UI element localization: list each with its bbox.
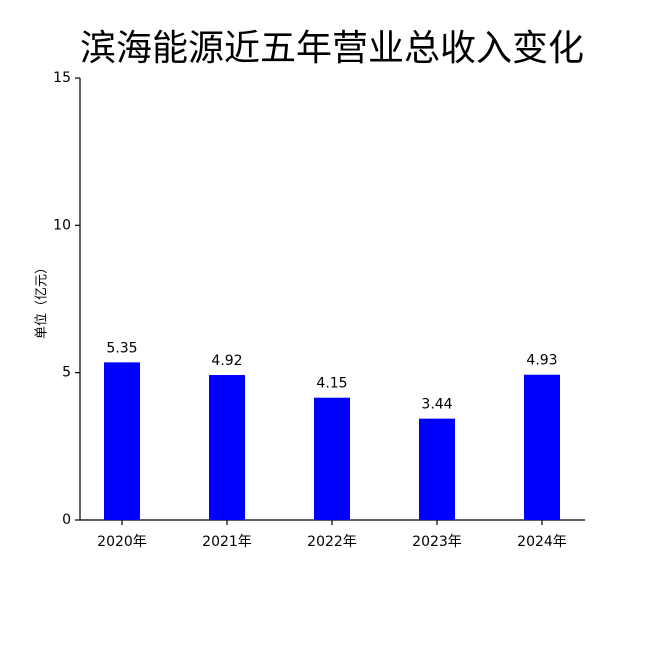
x-tick-label: 2022年 [307,534,357,550]
y-tick-label: 5 [62,365,71,381]
x-tick-label: 2023年 [412,534,462,550]
data-label: 5.35 [106,340,137,356]
x-tick-label: 2020年 [97,534,147,550]
y-tick-label: 0 [62,512,71,528]
bar [419,418,455,520]
data-label: 4.15 [316,376,347,392]
x-tick-label: 2024年 [517,534,567,550]
y-axis-label: 单位（亿元） [35,261,50,339]
bar [209,375,245,520]
bar [524,374,560,520]
data-label: 3.44 [421,397,452,413]
data-label: 4.92 [211,353,242,369]
data-label: 4.93 [526,353,557,369]
y-tick-label: 15 [53,70,71,86]
bar [104,362,140,520]
bar [314,397,350,520]
y-tick-label: 10 [53,217,71,233]
x-tick-label: 2021年 [202,534,252,550]
chart-title: 滨海能源近五年营业总收入变化 [80,28,584,69]
